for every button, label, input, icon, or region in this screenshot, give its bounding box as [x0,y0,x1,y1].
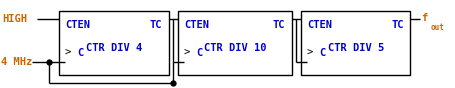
FancyBboxPatch shape [59,11,168,75]
Text: f: f [420,13,427,23]
Text: C: C [77,48,84,58]
Text: CTEN: CTEN [307,20,332,30]
Text: >: > [183,48,189,58]
FancyBboxPatch shape [300,11,410,75]
Text: CTR DIV 4: CTR DIV 4 [86,43,142,53]
Text: >: > [306,48,312,58]
Text: out: out [430,23,443,32]
Text: C: C [196,48,202,58]
Text: 4 MHz: 4 MHz [1,57,33,67]
Text: CTR DIV 5: CTR DIV 5 [327,43,383,53]
Text: C: C [318,48,325,58]
Text: CTEN: CTEN [66,20,91,30]
Text: >: > [65,48,71,58]
Text: CTEN: CTEN [184,20,209,30]
Text: TC: TC [150,20,162,30]
FancyBboxPatch shape [177,11,291,75]
Text: TC: TC [273,20,285,30]
Text: CTR DIV 10: CTR DIV 10 [203,43,266,53]
Text: TC: TC [391,20,403,30]
Text: HIGH: HIGH [2,14,27,24]
